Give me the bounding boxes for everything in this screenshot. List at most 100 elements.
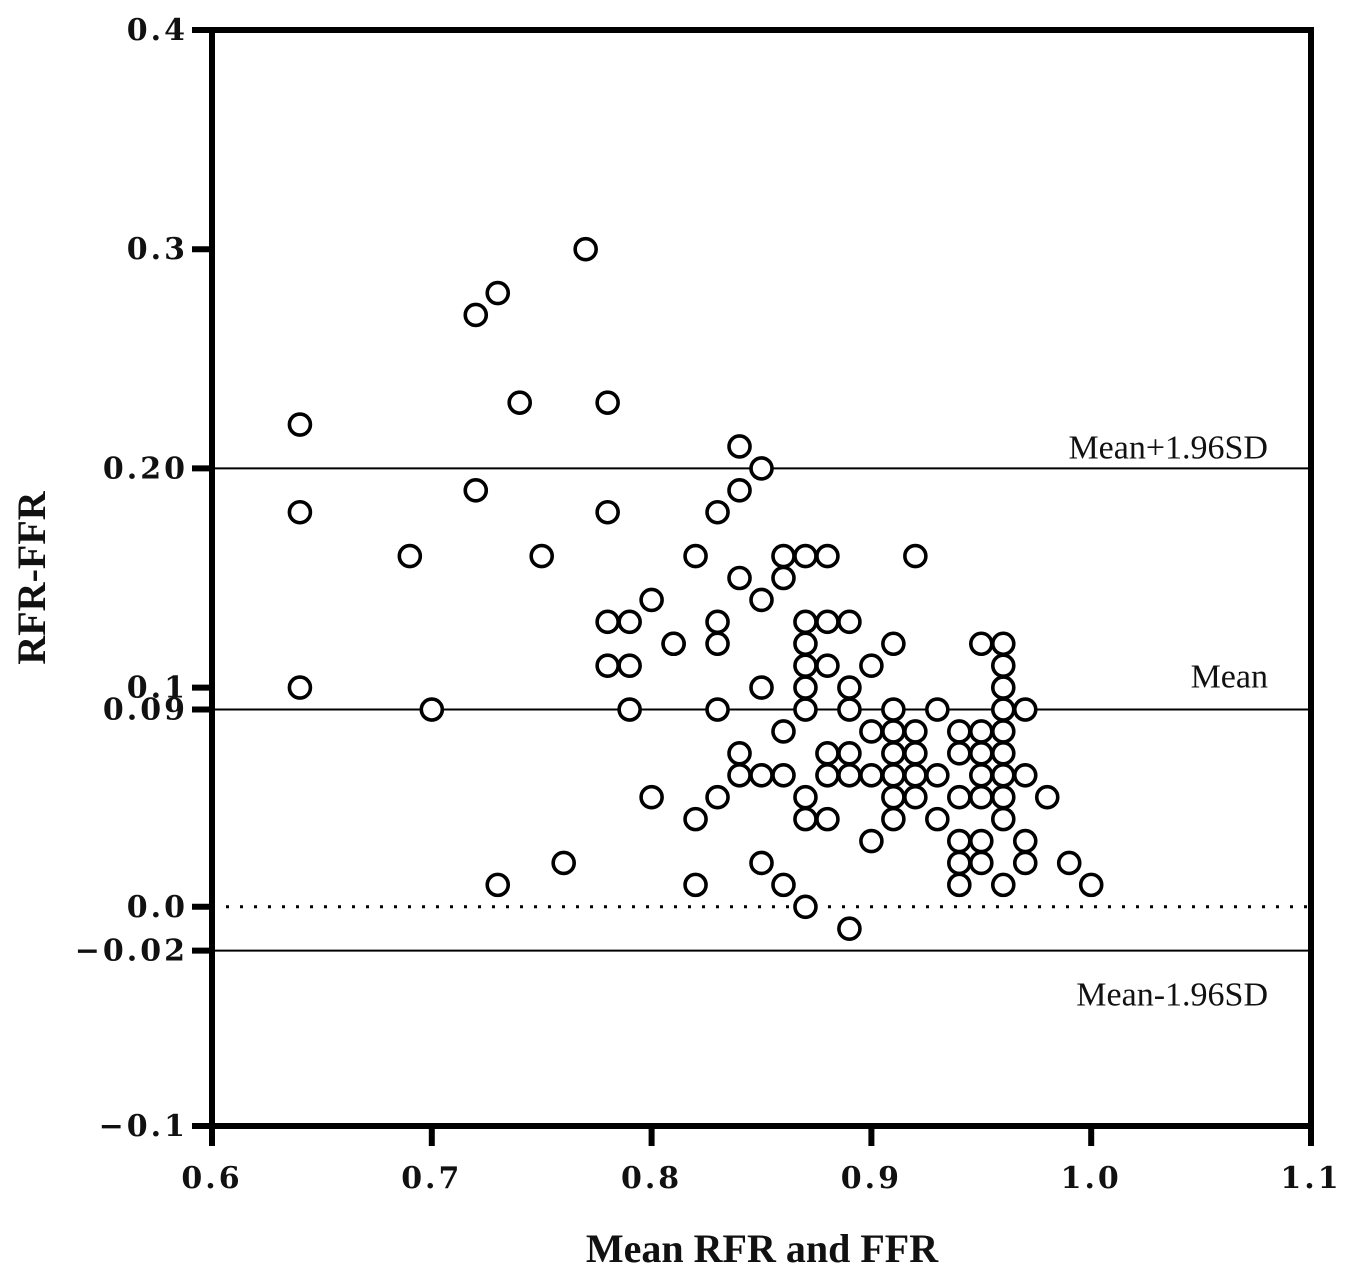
- data-point: [617, 653, 642, 678]
- data-point: [1012, 697, 1038, 722]
- data-point: [793, 653, 818, 678]
- data-point: [683, 543, 708, 569]
- x-tick-label: 0.7: [401, 1161, 462, 1196]
- data-point: [947, 872, 972, 898]
- data-point: [727, 741, 752, 766]
- data-point: [727, 478, 752, 503]
- data-point: [793, 543, 818, 569]
- data-point: [837, 697, 862, 722]
- data-point: [837, 609, 862, 635]
- data-point: [793, 697, 818, 722]
- data-point: [287, 412, 313, 437]
- data-point: [990, 719, 1016, 744]
- data-point: [968, 631, 994, 657]
- data-point: [727, 434, 752, 459]
- data-point: [881, 784, 906, 810]
- data-point: [903, 762, 928, 788]
- data-point: [287, 499, 313, 525]
- data-point: [925, 806, 950, 832]
- data-point: [1012, 850, 1038, 876]
- x-tick-label: 0.6: [181, 1161, 242, 1196]
- data-point: [990, 872, 1016, 898]
- data-point: [990, 762, 1016, 788]
- data-point: [968, 828, 994, 854]
- data-point: [968, 741, 994, 766]
- y-tick-label: −0.02: [75, 934, 188, 969]
- data-point: [947, 828, 972, 854]
- data-point: [595, 653, 620, 678]
- data-point: [771, 543, 796, 569]
- data-point: [815, 806, 840, 832]
- data-point: [639, 784, 664, 810]
- y-tick-label: 0.0: [127, 890, 188, 925]
- reference-line-label: Mean+1.96SD: [1068, 429, 1268, 466]
- data-point: [837, 762, 862, 788]
- data-point: [749, 762, 774, 788]
- y-tick-label: −0.1: [99, 1109, 188, 1144]
- data-point: [705, 631, 730, 657]
- data-point: [837, 741, 862, 766]
- reference-line-label: Mean: [1191, 659, 1268, 696]
- data-point: [925, 762, 950, 788]
- data-point: [595, 609, 620, 635]
- y-axis-title: RFR-FFR: [9, 490, 54, 664]
- data-point: [881, 631, 906, 657]
- data-point: [1056, 850, 1082, 876]
- reference-line-label: Mean-1.96SD: [1076, 977, 1268, 1014]
- data-point: [859, 719, 884, 744]
- x-tick-label: 0.9: [841, 1161, 902, 1196]
- data-point: [397, 543, 423, 569]
- y-tick-label: 0.1: [127, 671, 188, 706]
- data-point: [947, 784, 972, 810]
- data-point: [463, 302, 489, 328]
- y-axis-ticks: −0.1 −0.02 0.0 0.090.1 0.20 0.3 0.4: [75, 13, 212, 1144]
- data-point: [793, 609, 818, 635]
- data-point: [859, 762, 884, 788]
- data-point: [573, 236, 598, 262]
- data-point: [793, 675, 818, 700]
- data-point: [793, 631, 818, 657]
- data-point: [683, 872, 708, 898]
- data-point: [771, 872, 796, 898]
- data-point: [551, 850, 576, 876]
- data-point: [771, 719, 796, 744]
- data-point: [749, 456, 774, 481]
- data-point: [771, 762, 796, 788]
- y-tick-label: 0.3: [127, 232, 188, 267]
- y-tick-label: 0.20: [103, 451, 188, 486]
- data-point: [881, 719, 906, 744]
- data-point: [749, 675, 774, 700]
- data-point: [881, 741, 906, 766]
- data-point: [793, 784, 818, 810]
- data-point: [903, 719, 928, 744]
- data-point: [705, 697, 730, 722]
- data-point: [990, 697, 1016, 722]
- data-point: [463, 478, 489, 503]
- data-point: [881, 697, 906, 722]
- data-point: [705, 609, 730, 635]
- data-point: [595, 390, 620, 415]
- data-point: [639, 587, 664, 613]
- data-point: [903, 741, 928, 766]
- x-axis-title: Mean RFR and FFR: [586, 1226, 939, 1271]
- data-point: [793, 806, 818, 832]
- data-point: [815, 762, 840, 788]
- data-point: [990, 631, 1016, 657]
- plot-frame: [209, 27, 1314, 1129]
- data-point: [485, 280, 511, 306]
- data-point: [793, 894, 818, 920]
- data-point: [903, 784, 928, 810]
- y-tick-label: 0.09: [103, 693, 188, 728]
- data-point: [990, 741, 1016, 766]
- data-point: [947, 741, 972, 766]
- data-point: [727, 565, 752, 591]
- data-point: [968, 719, 994, 744]
- data-point: [968, 850, 994, 876]
- data-point: [815, 653, 840, 678]
- data-point: [617, 697, 642, 722]
- data-point: [990, 806, 1016, 832]
- data-point: [990, 784, 1016, 810]
- data-point: [815, 609, 840, 635]
- data-point: [771, 565, 796, 591]
